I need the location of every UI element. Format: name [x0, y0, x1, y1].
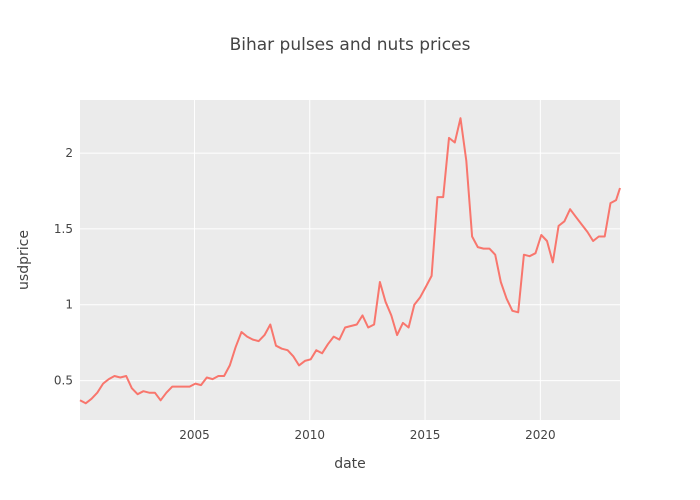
x-tick-label: 2020	[525, 428, 556, 442]
y-axis-title: usdprice	[16, 230, 32, 290]
tick-labels: 2005 2010 2015 2020 0.5 1 1.5 2	[54, 146, 556, 442]
chart-title: Bihar pulses and nuts prices	[230, 35, 471, 55]
y-tick-label: 2	[65, 146, 73, 160]
grid-lines	[80, 100, 620, 420]
series-line	[79, 117, 621, 405]
y-tick-label: 1	[65, 298, 73, 312]
x-tick-label: 2005	[179, 428, 210, 442]
x-tick-label: 2015	[410, 428, 441, 442]
y-tick-label: 0.5	[54, 374, 73, 388]
series-layer	[79, 117, 621, 405]
x-axis-title: date	[334, 456, 366, 472]
plot-area	[80, 100, 620, 420]
y-tick-label: 1.5	[54, 222, 73, 236]
x-tick-label: 2010	[295, 428, 326, 442]
